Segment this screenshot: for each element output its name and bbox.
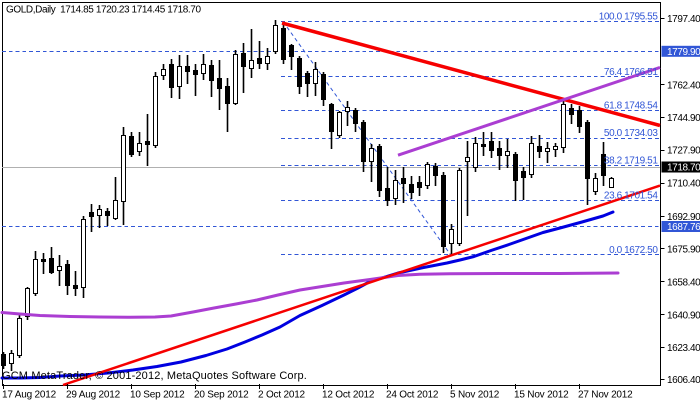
svg-text:29 Aug 2012: 29 Aug 2012 [66, 390, 121, 401]
svg-text:27 Nov 2012: 27 Nov 2012 [578, 390, 633, 401]
svg-text:50.0 1734.03: 50.0 1734.03 [604, 128, 658, 139]
svg-text:17 Aug 2012: 17 Aug 2012 [2, 390, 57, 401]
svg-text:1710.40: 1710.40 [667, 179, 700, 190]
svg-text:1727.90: 1727.90 [667, 146, 700, 157]
svg-text:1687.76: 1687.76 [667, 222, 700, 233]
svg-text:23.6 1701.54: 23.6 1701.54 [604, 190, 658, 201]
svg-text:0.0 1672.50: 0.0 1672.50 [609, 245, 658, 256]
svg-text:100.0 1795.55: 100.0 1795.55 [599, 12, 659, 23]
svg-text:20 Sep 2012: 20 Sep 2012 [194, 390, 249, 401]
svg-text:24 Oct 2012: 24 Oct 2012 [386, 390, 439, 401]
svg-text:38.2 1719.51: 38.2 1719.51 [604, 156, 658, 167]
svg-text:GOLD,Daily 1714.85 1720.23 17: GOLD,Daily 1714.85 1720.23 1714.45 1718.… [6, 5, 201, 16]
svg-text:1606.40: 1606.40 [667, 375, 700, 386]
svg-text:1623.40: 1623.40 [667, 343, 700, 354]
svg-text:1675.90: 1675.90 [667, 245, 700, 256]
svg-text:2 Oct 2012: 2 Oct 2012 [258, 390, 306, 401]
svg-text:GCM MetaTrader, © 2001-2012, M: GCM MetaTrader, © 2001-2012, MetaQuotes … [2, 370, 307, 382]
svg-text:10 Sep 2012: 10 Sep 2012 [130, 390, 185, 401]
svg-text:1762.40: 1762.40 [667, 80, 700, 91]
svg-text:12 Oct 2012: 12 Oct 2012 [322, 390, 375, 401]
svg-text:1797.40: 1797.40 [667, 14, 700, 25]
svg-text:5 Nov 2012: 5 Nov 2012 [450, 390, 500, 401]
svg-text:76.4 1766.51: 76.4 1766.51 [604, 67, 658, 78]
svg-text:1744.90: 1744.90 [667, 113, 700, 124]
svg-text:61.8 1748.54: 61.8 1748.54 [604, 101, 658, 112]
svg-text:15 Nov 2012: 15 Nov 2012 [514, 390, 569, 401]
svg-text:1640.90: 1640.90 [667, 311, 700, 322]
svg-text:1779.90: 1779.90 [667, 47, 700, 58]
svg-text:1718.70: 1718.70 [667, 163, 700, 174]
svg-text:1658.40: 1658.40 [667, 278, 700, 289]
